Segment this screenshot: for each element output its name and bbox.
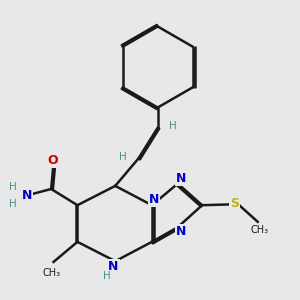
Text: N: N [149, 193, 159, 206]
Text: CH₃: CH₃ [43, 268, 61, 278]
Text: S: S [230, 197, 239, 210]
Text: CH₃: CH₃ [250, 225, 269, 235]
Text: H: H [103, 271, 111, 281]
Text: N: N [22, 189, 32, 202]
Text: N: N [176, 172, 186, 185]
Text: H: H [9, 200, 16, 209]
Text: H: H [169, 121, 177, 131]
Text: N: N [176, 225, 186, 238]
Text: O: O [48, 154, 58, 167]
Text: H: H [119, 152, 127, 162]
Text: N: N [108, 260, 119, 273]
Text: H: H [9, 182, 16, 192]
